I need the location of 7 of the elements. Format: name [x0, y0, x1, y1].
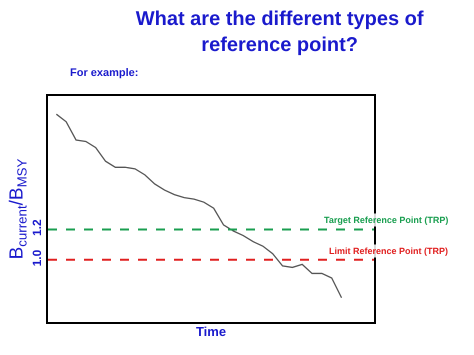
- ref-line-label: Target Reference Point (TRP): [324, 215, 448, 225]
- chart-subtitle: For example:: [70, 67, 138, 79]
- x-axis-title: Time: [196, 324, 226, 340]
- chart-title: What are the different types of reference point?: [136, 8, 424, 56]
- ref-line-label: Limit Reference Point (TRP): [329, 246, 448, 256]
- y-tick-label: 1.0: [30, 249, 44, 266]
- y-tick-label: 1.2: [30, 219, 44, 236]
